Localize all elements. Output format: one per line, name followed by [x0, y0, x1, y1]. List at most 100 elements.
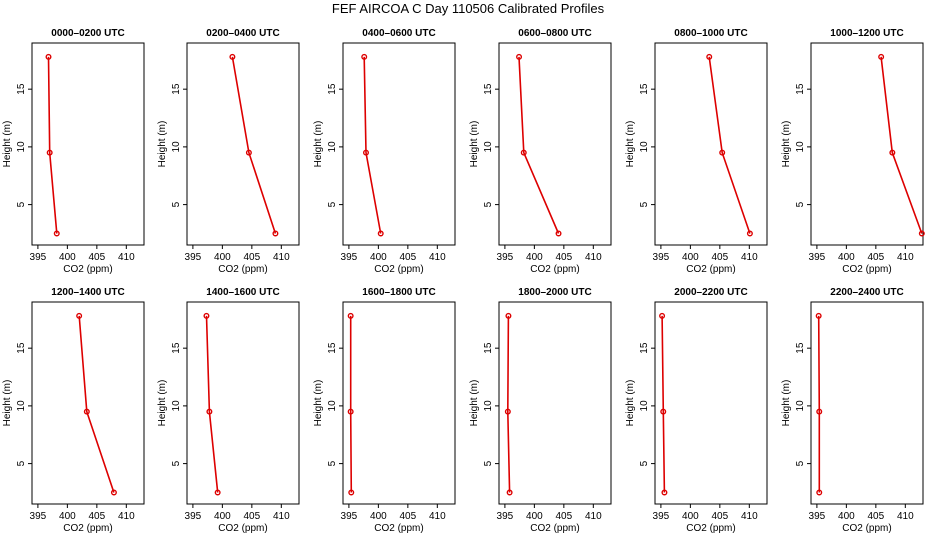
- panel-3: 0400–0600 UTC 395 400 405 410 CO2 (ppm) 5 10 15 H…: [313, 28, 456, 275]
- y-axis-label: Height (m): [625, 121, 636, 168]
- x-axis-label: CO2 (ppm): [218, 523, 267, 534]
- data-point: [516, 53, 523, 60]
- profile-line: [231, 56, 277, 234]
- y-tick-label: 10: [639, 400, 650, 412]
- x-axis-label: CO2 (ppm): [530, 264, 579, 275]
- profile-line: [518, 56, 560, 234]
- x-axis-label: CO2 (ppm): [842, 523, 891, 534]
- y-tick-label: 5: [171, 460, 182, 466]
- panel-title: 1600–1800 UTC: [362, 287, 435, 298]
- y-tick-label: 15: [639, 83, 650, 95]
- data-point: [816, 408, 823, 415]
- plot-frame: [654, 301, 768, 505]
- y-tick-label: 5: [795, 201, 806, 207]
- y-tick-label: 15: [795, 342, 806, 354]
- panel-11: 2000–2200 UTC 395 400 405 410 CO2 (ppm) 5 10 15 H…: [625, 287, 768, 534]
- panel-10: 1800–2000 UTC 395 400 405 410 CO2 (ppm) 5 10 15 H…: [469, 287, 612, 534]
- y-tick-label: 10: [16, 400, 27, 412]
- x-tick-label: 395: [185, 252, 202, 263]
- x-tick-label: 400: [214, 511, 231, 522]
- data-point: [719, 149, 726, 156]
- x-tick-label: 400: [838, 511, 855, 522]
- x-tick-label: 410: [273, 252, 290, 263]
- panel-title: 1000–1200 UTC: [830, 28, 903, 39]
- y-axis-label: Height (m): [313, 121, 324, 168]
- x-axis-label: CO2 (ppm): [218, 264, 267, 275]
- x-tick-label: 405: [88, 252, 105, 263]
- x-tick-label: 410: [273, 511, 290, 522]
- x-axis-label: CO2 (ppm): [842, 264, 891, 275]
- y-axis-label: Height (m): [781, 121, 792, 168]
- profile-line: [363, 56, 382, 234]
- panel-4: 0600–0800 UTC 395 400 405 410 CO2 (ppm) 5 10 15 H…: [469, 28, 612, 275]
- y-tick-label: 5: [483, 201, 494, 207]
- profile-line: [506, 315, 511, 493]
- x-tick-label: 405: [555, 252, 572, 263]
- data-point: [815, 312, 822, 319]
- y-tick-label: 15: [171, 342, 182, 354]
- y-tick-label: 5: [16, 460, 27, 466]
- y-tick-label: 5: [795, 460, 806, 466]
- x-tick-label: 400: [526, 252, 543, 263]
- y-axis-label: Height (m): [157, 121, 168, 168]
- y-tick-label: 10: [483, 400, 494, 412]
- profile-line: [349, 315, 353, 493]
- x-tick-label: 400: [59, 252, 76, 263]
- x-tick-label: 405: [88, 511, 105, 522]
- y-axis-label: Height (m): [469, 121, 480, 168]
- x-tick-label: 400: [682, 511, 699, 522]
- data-point: [206, 408, 213, 415]
- data-point: [272, 230, 279, 237]
- data-point: [46, 149, 53, 156]
- panel-title: 0000–0200 UTC: [51, 28, 124, 39]
- plot-frame: [654, 42, 768, 246]
- x-tick-label: 400: [370, 252, 387, 263]
- x-tick-label: 405: [555, 511, 572, 522]
- plot-frame: [31, 42, 145, 246]
- y-tick-label: 15: [639, 342, 650, 354]
- data-point: [110, 489, 117, 496]
- data-point: [746, 230, 753, 237]
- data-point: [506, 489, 513, 496]
- x-tick-label: 410: [585, 252, 602, 263]
- plot-frame: [342, 42, 456, 246]
- x-axis-label: CO2 (ppm): [374, 264, 423, 275]
- y-axis-label: Height (m): [157, 380, 168, 427]
- x-axis-label: CO2 (ppm): [686, 264, 735, 275]
- panel-title: 0800–1000 UTC: [674, 28, 747, 39]
- plot-frame: [498, 301, 612, 505]
- data-point: [348, 489, 355, 496]
- plot-frame: [31, 301, 145, 505]
- y-tick-label: 15: [795, 83, 806, 95]
- x-tick-label: 410: [741, 511, 758, 522]
- y-axis-label: Height (m): [2, 380, 13, 427]
- y-tick-label: 15: [16, 83, 27, 95]
- profile-line: [205, 315, 219, 493]
- x-tick-label: 410: [118, 511, 135, 522]
- panel-12: 2200–2400 UTC 395 400 405 410 CO2 (ppm) 5 10 15 H…: [781, 287, 924, 534]
- x-axis-label: CO2 (ppm): [530, 523, 579, 534]
- data-point: [347, 312, 354, 319]
- panel-9: 1600–1800 UTC 395 400 405 410 CO2 (ppm) 5 10 15 H…: [313, 287, 456, 534]
- y-tick-label: 15: [16, 342, 27, 354]
- y-axis-label: Height (m): [2, 121, 13, 168]
- panel-8: 1400–1600 UTC 395 400 405 410 CO2 (ppm) 5 10 15 H…: [157, 287, 300, 534]
- y-tick-label: 10: [327, 400, 338, 412]
- x-axis-label: CO2 (ppm): [686, 523, 735, 534]
- y-tick-label: 15: [483, 83, 494, 95]
- x-tick-label: 395: [30, 511, 47, 522]
- data-point: [520, 149, 527, 156]
- x-tick-label: 395: [653, 252, 670, 263]
- y-tick-label: 5: [171, 201, 182, 207]
- data-point: [659, 312, 666, 319]
- x-tick-label: 410: [897, 511, 914, 522]
- panel-5: 0800–1000 UTC 395 400 405 410 CO2 (ppm) 5 10 15 H…: [625, 28, 768, 275]
- x-axis-label: CO2 (ppm): [63, 523, 112, 534]
- data-point: [816, 489, 823, 496]
- panel-title: 1800–2000 UTC: [518, 287, 591, 298]
- y-tick-label: 5: [327, 460, 338, 466]
- x-tick-label: 410: [741, 252, 758, 263]
- panel-title: 2200–2400 UTC: [830, 287, 903, 298]
- plot-frame: [498, 42, 612, 246]
